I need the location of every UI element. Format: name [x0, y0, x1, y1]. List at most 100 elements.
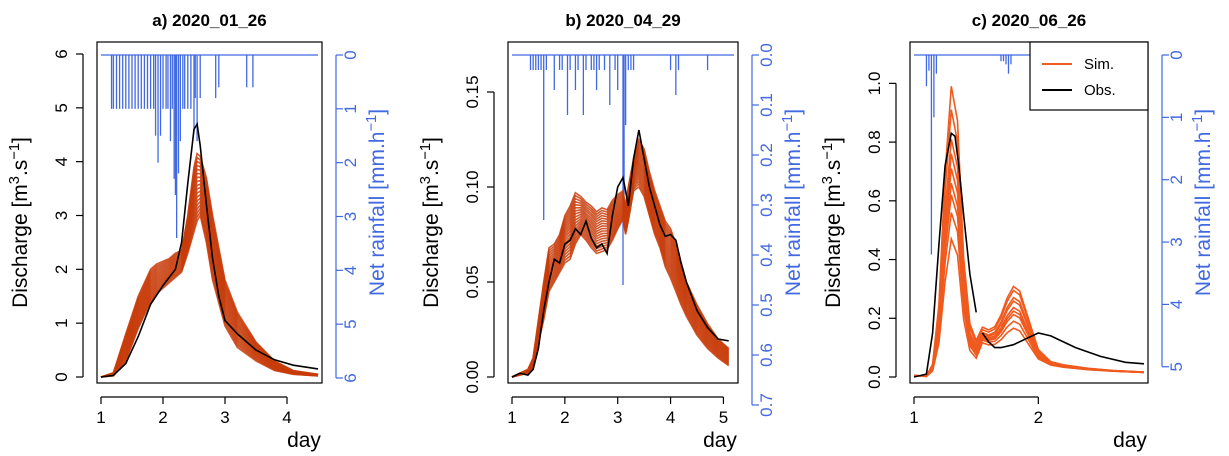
y-tick-label: 0.00 — [463, 360, 482, 393]
y2-tick-label: 0.6 — [757, 343, 776, 367]
sim-series-line — [511, 180, 730, 378]
plot-area — [913, 54, 1145, 378]
x-tick-label: 2 — [158, 408, 167, 427]
x-tick-label: 1 — [909, 408, 918, 427]
plot-frame — [96, 41, 323, 384]
x-tick-label: 1 — [96, 408, 105, 427]
plot-frame — [909, 41, 1149, 384]
x-tick-label: 4 — [282, 408, 291, 427]
y2-tick-label: 0 — [341, 50, 360, 59]
y2-axis-label: Net rainfall [mm.h−1] — [1190, 109, 1215, 296]
obs-series-line — [511, 129, 729, 378]
y2-tick-label: 1 — [341, 104, 360, 113]
y-axis-label: Discharge [m3.s−1] — [820, 137, 845, 308]
x-tick-label: 4 — [666, 408, 675, 427]
y-tick-label: 0.10 — [463, 170, 482, 203]
y2-axis-label: Net rainfall [mm.h−1] — [780, 109, 805, 296]
obs-series-line — [981, 332, 1145, 365]
y2-axis-label: Net rainfall [mm.h−1] — [364, 109, 389, 296]
chart-title: a) 2020_01_26 — [152, 11, 266, 30]
y2-tick-label: 5 — [341, 319, 360, 328]
y2-tick-label: 6 — [341, 373, 360, 382]
y-axis-label: Discharge [m3.s−1] — [418, 137, 443, 308]
legend-box — [1029, 41, 1149, 111]
y2-tick-label: 3 — [341, 212, 360, 221]
panel-a: a) 2020_01_26 1 2 3 4 day 0 1 2 3 4 5 6 Discharge [m3… — [7, 11, 389, 452]
sim-series-line — [913, 235, 1145, 378]
y2-tick-label: 0.7 — [757, 393, 776, 417]
sim-series-line — [913, 86, 1145, 377]
sim-series-line — [511, 185, 730, 378]
y-tick-label: 6 — [52, 49, 71, 58]
chart-title: c) 2020_06_26 — [972, 11, 1086, 30]
sim-series-line — [913, 153, 1145, 377]
y2-tick-label: 0.1 — [757, 93, 776, 117]
y-tick-label: 2 — [52, 265, 71, 274]
y-tick-label: 0.0 — [865, 365, 884, 389]
sim-series-line — [511, 157, 730, 378]
x-axis-label: day — [703, 429, 737, 452]
y-tick-label: 0.15 — [463, 75, 482, 108]
sim-series-line — [100, 152, 319, 378]
x-tick-label: 1 — [507, 408, 516, 427]
y2-tick-label: 0.0 — [757, 43, 776, 67]
legend-sim-label: Sim. — [1084, 56, 1114, 73]
chart-title: b) 2020_04_29 — [565, 11, 680, 30]
sim-series-line — [511, 165, 730, 378]
sim-series-line — [511, 154, 730, 378]
y2-tick-label: 4 — [1167, 300, 1186, 309]
y-tick-label: 3 — [52, 211, 71, 220]
y2-tick-label: 3 — [1167, 237, 1186, 246]
sim-series-line — [511, 182, 730, 378]
x-tick-label: 5 — [719, 408, 728, 427]
y-tick-label: 0.05 — [463, 265, 482, 298]
y-tick-label: 1.0 — [865, 72, 884, 96]
obs-series-line — [100, 121, 319, 378]
y2-tick-label: 0.3 — [757, 193, 776, 217]
y2-tick-label: 0 — [1167, 50, 1186, 59]
sim-series-line — [511, 177, 730, 378]
x-tick-label: 2 — [560, 408, 569, 427]
y2-tick-label: 4 — [341, 266, 360, 275]
sim-series-line — [100, 156, 319, 378]
y2-tick-label: 0.5 — [757, 293, 776, 317]
obs-series-line — [913, 131, 977, 378]
x-tick-label: 3 — [613, 408, 622, 427]
x-axis-label: day — [1113, 429, 1147, 452]
sim-series-line — [511, 140, 730, 378]
y2-tick-label: 5 — [1167, 362, 1186, 371]
y-tick-label: 1 — [52, 318, 71, 327]
sim-series-line — [913, 212, 1145, 378]
plot-frame — [507, 41, 739, 384]
sim-series-line — [511, 160, 730, 378]
panel-c: c) 2020_06_26 1 2 day 0.0 0.2 0.4 0.6 0.8 1.0 Disc… — [820, 11, 1215, 452]
y-tick-label: 0 — [52, 372, 71, 381]
sim-series-line — [511, 148, 730, 378]
y2-tick-label: 1 — [1167, 113, 1186, 122]
y-tick-label: 0.4 — [865, 248, 884, 272]
sim-series-line — [913, 182, 1145, 378]
y-axis-label: Discharge [m3.s−1] — [7, 137, 32, 308]
plot-area — [511, 54, 734, 378]
sim-series-line — [511, 151, 730, 378]
x-tick-label: 2 — [1034, 408, 1043, 427]
sim-series-line — [511, 137, 730, 378]
y2-tick-label: 2 — [341, 158, 360, 167]
y-tick-label: 0.8 — [865, 130, 884, 154]
sim-series-line — [511, 143, 730, 378]
x-axis-label: day — [287, 429, 321, 452]
y-tick-label: 0.6 — [865, 189, 884, 213]
y-tick-label: 4 — [52, 157, 71, 166]
panel-b: b) 2020_04_29 1 2 3 4 5 day 0.00 0.05 0.10 0.15 Dis… — [418, 11, 805, 452]
y2-tick-label: 2 — [1167, 175, 1186, 184]
y2-tick-label: 0.4 — [757, 243, 776, 267]
x-tick-label: 3 — [220, 408, 229, 427]
y2-tick-label: 0.2 — [757, 143, 776, 167]
sim-series-line — [511, 162, 730, 378]
plot-area — [100, 54, 319, 378]
y-tick-label: 5 — [52, 103, 71, 112]
sim-series-line — [913, 194, 1145, 378]
legend-obs-label: Obs. — [1084, 82, 1116, 99]
y-tick-label: 0.2 — [865, 306, 884, 330]
